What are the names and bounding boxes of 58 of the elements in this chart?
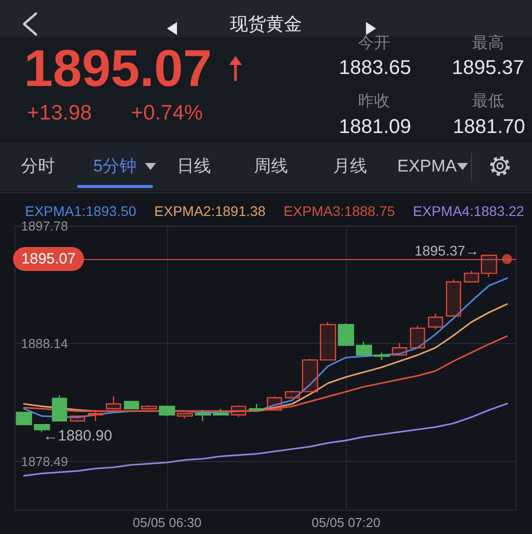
candlestick	[176, 413, 194, 420]
candlestick	[410, 325, 426, 348]
text: 1883.65	[338, 57, 412, 79]
text: EXPMA	[397, 156, 457, 176]
candlestick	[392, 342, 408, 356]
candlestick	[230, 404, 246, 418]
y-tick-label: 1897.78	[21, 218, 68, 234]
candlestick	[106, 396, 122, 410]
text: 周线	[254, 156, 288, 176]
line-series	[23, 402, 508, 477]
candlestick	[464, 270, 480, 282]
y-tick-label: 1878.49	[21, 454, 68, 469]
text: 最低	[472, 93, 504, 110]
candlestick	[374, 352, 390, 361]
x-tick-label: 05/05 07:20	[312, 515, 380, 530]
candlestick	[52, 394, 68, 422]
candlestick	[266, 396, 282, 411]
text: 5分钟	[93, 156, 137, 176]
candlestick	[446, 278, 462, 317]
candlestick	[88, 409, 104, 422]
text: 最高	[472, 35, 504, 52]
candlestick	[70, 415, 86, 423]
line-series	[23, 335, 508, 412]
text: 1895.37	[452, 57, 524, 79]
text: 1881.09	[338, 116, 412, 138]
candlestick	[140, 404, 158, 410]
candlestick	[248, 403, 264, 411]
candlestick	[356, 341, 372, 356]
text: +13.98	[27, 102, 92, 124]
text: 1895.07	[24, 40, 212, 98]
x-tick-label: 05/05 06:30	[132, 515, 202, 530]
candlestick	[16, 412, 32, 426]
ref-line-label: 1895.07	[21, 250, 76, 268]
candlestick	[480, 254, 498, 278]
candlestick	[320, 322, 336, 361]
text: EXPMA4:1883.22	[412, 203, 524, 219]
y-tick-label: 1888.14	[21, 336, 68, 352]
chart-title: 现货黄金	[230, 14, 302, 34]
candlestick	[338, 322, 354, 346]
annotation: 1895.37→	[414, 242, 480, 258]
candlestick	[194, 409, 212, 422]
text: +0.74%	[131, 102, 203, 124]
text: 日线	[177, 156, 211, 176]
candlestick	[284, 390, 300, 398]
candlestick	[158, 406, 176, 417]
candlestick	[212, 408, 230, 416]
text: EXPMA2:1891.38	[154, 203, 266, 219]
text: 1881.70	[452, 116, 526, 138]
candlestick	[124, 400, 140, 410]
text: 月线	[333, 156, 367, 176]
text: 昨收	[358, 93, 390, 110]
text: EXPMA1:1893.50	[25, 203, 137, 219]
text: EXPMA3:1888.75	[284, 203, 396, 219]
text: 分时	[21, 156, 55, 176]
candlestick	[428, 312, 444, 330]
text: 今开	[358, 35, 390, 52]
annotation: ←1880.90	[43, 428, 112, 444]
candlestick	[302, 358, 318, 392]
